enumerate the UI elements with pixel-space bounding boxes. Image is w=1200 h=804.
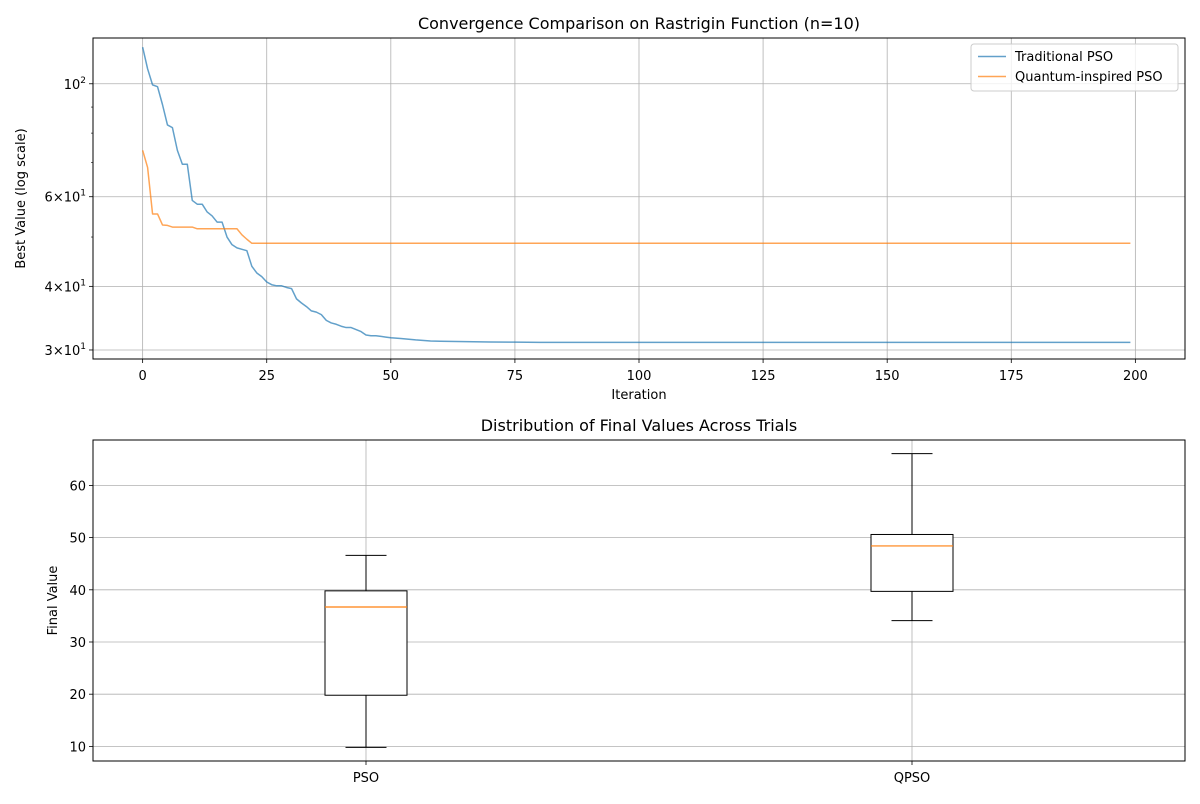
y-tick-label: 3×101: [45, 342, 86, 359]
distribution-y-axis-label: Final Value: [46, 566, 61, 636]
x-tick-label: QPSO: [894, 771, 931, 786]
distribution-boxes: [324, 453, 954, 748]
x-tick-label: 150: [875, 369, 900, 384]
distribution-axes-frame: [92, 439, 1186, 762]
distribution-y-ticks: 10 20 30 40 50 60: [69, 479, 93, 755]
convergence-y-ticks: 3×101 4×101 6×101 102: [45, 76, 93, 359]
box-pso: [324, 554, 408, 748]
x-tick-label: 100: [627, 369, 652, 384]
series-line-quantum-inspired-pso: [141, 150, 1131, 245]
distribution-title: Distribution of Final Values Across Tria…: [481, 416, 798, 435]
y-tick-label: 10: [69, 740, 86, 755]
x-tick-label: 200: [1123, 369, 1148, 384]
convergence-y-axis-label: Best Value (log scale): [14, 128, 29, 268]
y-tick-label: 20: [69, 688, 86, 703]
y-tick-label: 40: [69, 584, 86, 599]
convergence-legend: Traditional PSO Quantum-inspired PSO: [970, 43, 1179, 92]
convergence-chart: 0 25 50 75 100 125 150 175 200 3×101 4×101 6×101 10…: [14, 14, 1186, 403]
convergence-series: [141, 47, 1131, 344]
distribution-grid: [93, 440, 1185, 761]
distribution-chart: PSO QPSO 10 20 30 40 50 60 Distribution of Fin…: [46, 416, 1186, 786]
x-tick-label: 25: [258, 369, 275, 384]
x-tick-label: 175: [999, 369, 1024, 384]
legend-box: [970, 43, 1179, 92]
y-tick-label: 102: [64, 76, 86, 93]
iqr-box: [870, 533, 954, 592]
x-tick-label: 75: [507, 369, 524, 384]
x-tick-label: 0: [138, 369, 146, 384]
convergence-x-axis-label: Iteration: [611, 388, 666, 403]
legend-label-traditional-pso: Traditional PSO: [1014, 50, 1113, 65]
y-tick-label: 6×101: [45, 189, 86, 206]
y-tick-label: 30: [69, 636, 86, 651]
box-qpso: [870, 453, 954, 622]
y-tick-label: 60: [69, 479, 86, 494]
x-tick-label: PSO: [353, 771, 379, 786]
x-tick-label: 50: [383, 369, 400, 384]
y-tick-label: 50: [69, 532, 86, 547]
convergence-title: Convergence Comparison on Rastrigin Func…: [418, 14, 860, 33]
convergence-x-ticks: 0 25 50 75 100 125 150 175 200: [138, 359, 1148, 384]
x-tick-label: 125: [751, 369, 776, 384]
legend-label-quantum-inspired-pso: Quantum-inspired PSO: [1015, 70, 1163, 85]
y-tick-label: 4×101: [45, 278, 86, 295]
iqr-box: [324, 590, 408, 696]
distribution-x-ticks: PSO QPSO: [353, 761, 930, 786]
series-line-traditional-pso: [141, 47, 1131, 344]
